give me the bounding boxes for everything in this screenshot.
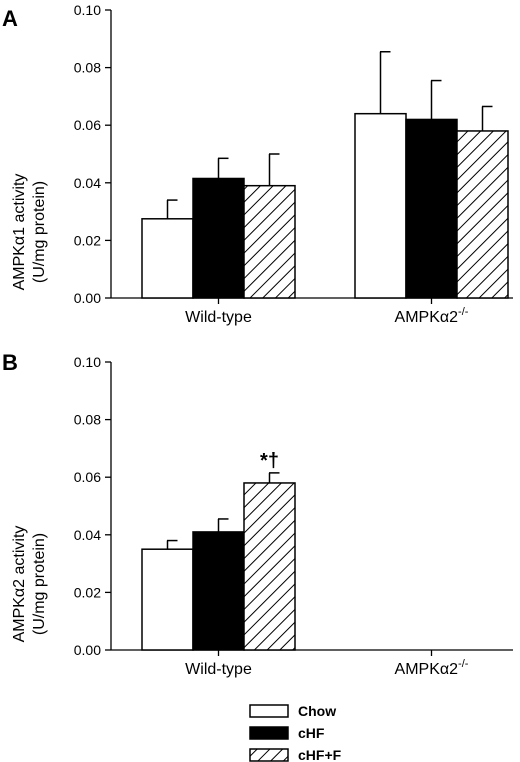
legend-swatch-chow [249, 704, 289, 718]
panel-a-ylabel-line1: AMPKα1 activity [11, 174, 28, 291]
legend: Chow cHF cHF+F [249, 703, 342, 762]
legend-swatch-chf-f [249, 748, 289, 762]
panel-a-ytick-label: 0.04 [74, 175, 101, 191]
panel-b-plot: 0.00 0.02 0.04 0.06 0.08 0.10 Wild-type AMPKα2-… [74, 354, 513, 678]
panel-b-ytick-label: 0.00 [74, 642, 101, 658]
panel-b-category-label: Wild-type [185, 661, 252, 678]
panel-b-ytick-label: 0.04 [74, 527, 101, 543]
panel-a-bar-chf-f [456, 130, 509, 299]
legend-swatch-chf [249, 726, 289, 740]
panel-a: A AMPKα1 activity (U/mg protein) 0.000.0… [2, 2, 513, 326]
legend-label-chf-f: cHF+F [298, 747, 342, 762]
panel-b-category-label: AMPKα2-/- [395, 658, 469, 678]
panel-b-ylabel-line2: (U/mg protein) [31, 533, 48, 635]
panel-b-letter: B [2, 350, 18, 375]
panel-b-ylabel: AMPKα2 activity (U/mg protein) [11, 526, 48, 643]
panel-a-category-label: Wild-type [185, 309, 252, 326]
panel-b-ytick-label: 0.10 [74, 354, 101, 370]
panel-a-category-label: AMPKα2-/- [395, 306, 469, 326]
panel-b: B AMPKα2 activity (U/mg protein) 0.000.0… [2, 350, 513, 678]
panel-a-bar-chf [192, 177, 245, 299]
panel-a-ylabel: AMPKα1 activity (U/mg protein) [11, 174, 48, 291]
panel-a-ytick-label: 0.02 [74, 232, 101, 248]
panel-a-bar-chow [141, 218, 194, 299]
panel-b-ytick-label: 0.02 [74, 584, 101, 600]
panel-b-ytick-label: 0.06 [74, 469, 101, 485]
panel-a-bar-chf-f [243, 184, 296, 299]
panel-b-ylabel-line1: AMPKα2 activity [11, 526, 28, 643]
panel-a-letter: A [2, 6, 18, 31]
panel-a-ytick-label: 0.10 [74, 2, 101, 18]
panel-a-bar-chow [354, 112, 407, 299]
panel-b-bar-chf [192, 531, 245, 651]
panel-b-bar-chow [141, 548, 194, 651]
panel-a-ytick-label: 0.08 [74, 60, 101, 76]
panel-a-ylabel-line2: (U/mg protein) [31, 181, 48, 283]
panel-a-ytick-label: 0.00 [74, 290, 101, 306]
legend-label-chf: cHF [298, 725, 325, 741]
panel-a-plot: 0.00 0.02 0.04 0.06 0.08 0.10 Wild-type AMPKα2-… [74, 2, 513, 326]
panel-a-ytick-label: 0.06 [74, 117, 101, 133]
panel-a-bar-chf [405, 118, 458, 299]
panel-b-significance-annotation: *† [260, 450, 279, 472]
panel-b-ytick-label: 0.08 [74, 412, 101, 428]
legend-label-chow: Chow [298, 703, 336, 719]
panel-b-bar-chf-f [243, 482, 296, 651]
